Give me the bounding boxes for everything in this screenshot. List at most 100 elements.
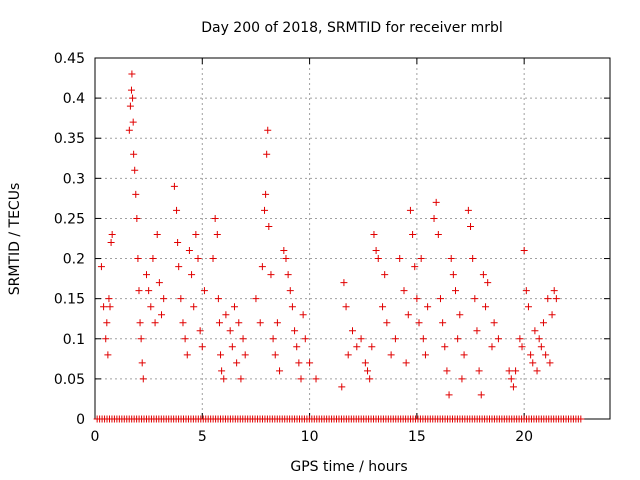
x-tick-label: 5 xyxy=(198,429,207,445)
data-point xyxy=(130,150,138,158)
data-point xyxy=(482,303,490,311)
data-point xyxy=(282,255,290,263)
data-point xyxy=(181,335,189,343)
data-point xyxy=(512,367,520,375)
y-tick-label: 0.35 xyxy=(54,131,85,147)
data-point xyxy=(147,303,155,311)
data-point xyxy=(213,230,221,238)
data-point xyxy=(286,287,294,295)
data-point xyxy=(494,335,502,343)
data-point xyxy=(170,182,178,190)
data-point xyxy=(235,319,243,327)
data-point xyxy=(411,263,419,271)
data-point xyxy=(133,214,141,222)
data-point xyxy=(153,230,161,238)
data-point xyxy=(424,303,432,311)
data-point xyxy=(436,295,444,303)
data-point xyxy=(413,295,421,303)
data-point xyxy=(134,255,142,263)
data-point xyxy=(477,391,485,399)
data-point xyxy=(230,303,238,311)
y-tick-label: 0.45 xyxy=(54,51,85,67)
data-point xyxy=(103,319,111,327)
data-point xyxy=(531,327,539,335)
tick-layer: 0 5 10 15 20 0 0.05 0.1 0.15 0.2 0.25 0.3 0.35 0.4 0.4… xyxy=(54,51,610,445)
data-point xyxy=(473,327,481,335)
data-point xyxy=(456,311,464,319)
data-point xyxy=(160,295,168,303)
data-point xyxy=(293,343,301,351)
data-point xyxy=(263,150,271,158)
data-point xyxy=(132,190,140,198)
data-point xyxy=(299,311,307,319)
data-point xyxy=(108,230,116,238)
data-point xyxy=(312,375,320,383)
x-tick-label: 0 xyxy=(91,429,100,445)
data-point xyxy=(404,311,412,319)
data-point xyxy=(441,343,449,351)
data-point xyxy=(174,239,182,247)
data-point xyxy=(258,263,266,271)
y-tick-label: 0.15 xyxy=(54,292,85,308)
data-point xyxy=(542,351,550,359)
data-point xyxy=(539,319,547,327)
data-point xyxy=(372,247,380,255)
data-point xyxy=(361,359,369,367)
data-point xyxy=(211,214,219,222)
data-point xyxy=(421,351,429,359)
data-point xyxy=(137,335,145,343)
data-point xyxy=(194,255,202,263)
y-tick-label: 0.3 xyxy=(63,171,85,187)
data-point xyxy=(276,367,284,375)
data-point xyxy=(544,295,552,303)
data-point xyxy=(220,375,228,383)
data-point xyxy=(127,86,135,94)
data-point xyxy=(550,287,558,295)
data-point xyxy=(192,230,200,238)
data-point xyxy=(338,383,346,391)
y-axis-label: SRMTID / TECUs xyxy=(7,183,23,296)
y-tick-label: 0 xyxy=(76,412,85,428)
data-point xyxy=(415,319,423,327)
data-point xyxy=(241,351,249,359)
data-point xyxy=(280,247,288,255)
data-point xyxy=(267,271,275,279)
data-point xyxy=(209,255,217,263)
data-point xyxy=(471,295,479,303)
data-point xyxy=(129,118,137,126)
data-point xyxy=(349,327,356,335)
data-point xyxy=(484,279,492,287)
y-tick-label: 0.25 xyxy=(54,211,85,227)
data-point xyxy=(524,303,532,311)
data-point xyxy=(284,271,292,279)
data-point xyxy=(443,367,451,375)
data-point xyxy=(430,214,438,222)
data-point xyxy=(527,351,535,359)
data-point xyxy=(297,375,305,383)
data-point xyxy=(449,271,457,279)
data-point xyxy=(464,206,472,214)
data-point xyxy=(353,343,361,351)
data-point xyxy=(105,295,113,303)
data-point xyxy=(402,359,410,367)
data-point xyxy=(391,335,399,343)
data-point xyxy=(155,279,163,287)
data-point xyxy=(467,222,475,230)
y-tick-label: 0.4 xyxy=(63,91,85,107)
data-point xyxy=(226,327,234,335)
data-point xyxy=(546,359,554,367)
data-point xyxy=(306,359,314,367)
data-point xyxy=(381,271,389,279)
data-point xyxy=(179,319,187,327)
data-point xyxy=(417,255,425,263)
data-point xyxy=(264,126,272,134)
data-point xyxy=(479,271,487,279)
data-point xyxy=(288,303,296,311)
x-tick-label: 15 xyxy=(408,429,426,445)
data-point xyxy=(214,295,222,303)
data-point xyxy=(128,70,136,78)
data-point xyxy=(104,351,112,359)
data-point xyxy=(434,230,442,238)
data-point xyxy=(158,311,166,319)
data-point xyxy=(374,255,382,263)
